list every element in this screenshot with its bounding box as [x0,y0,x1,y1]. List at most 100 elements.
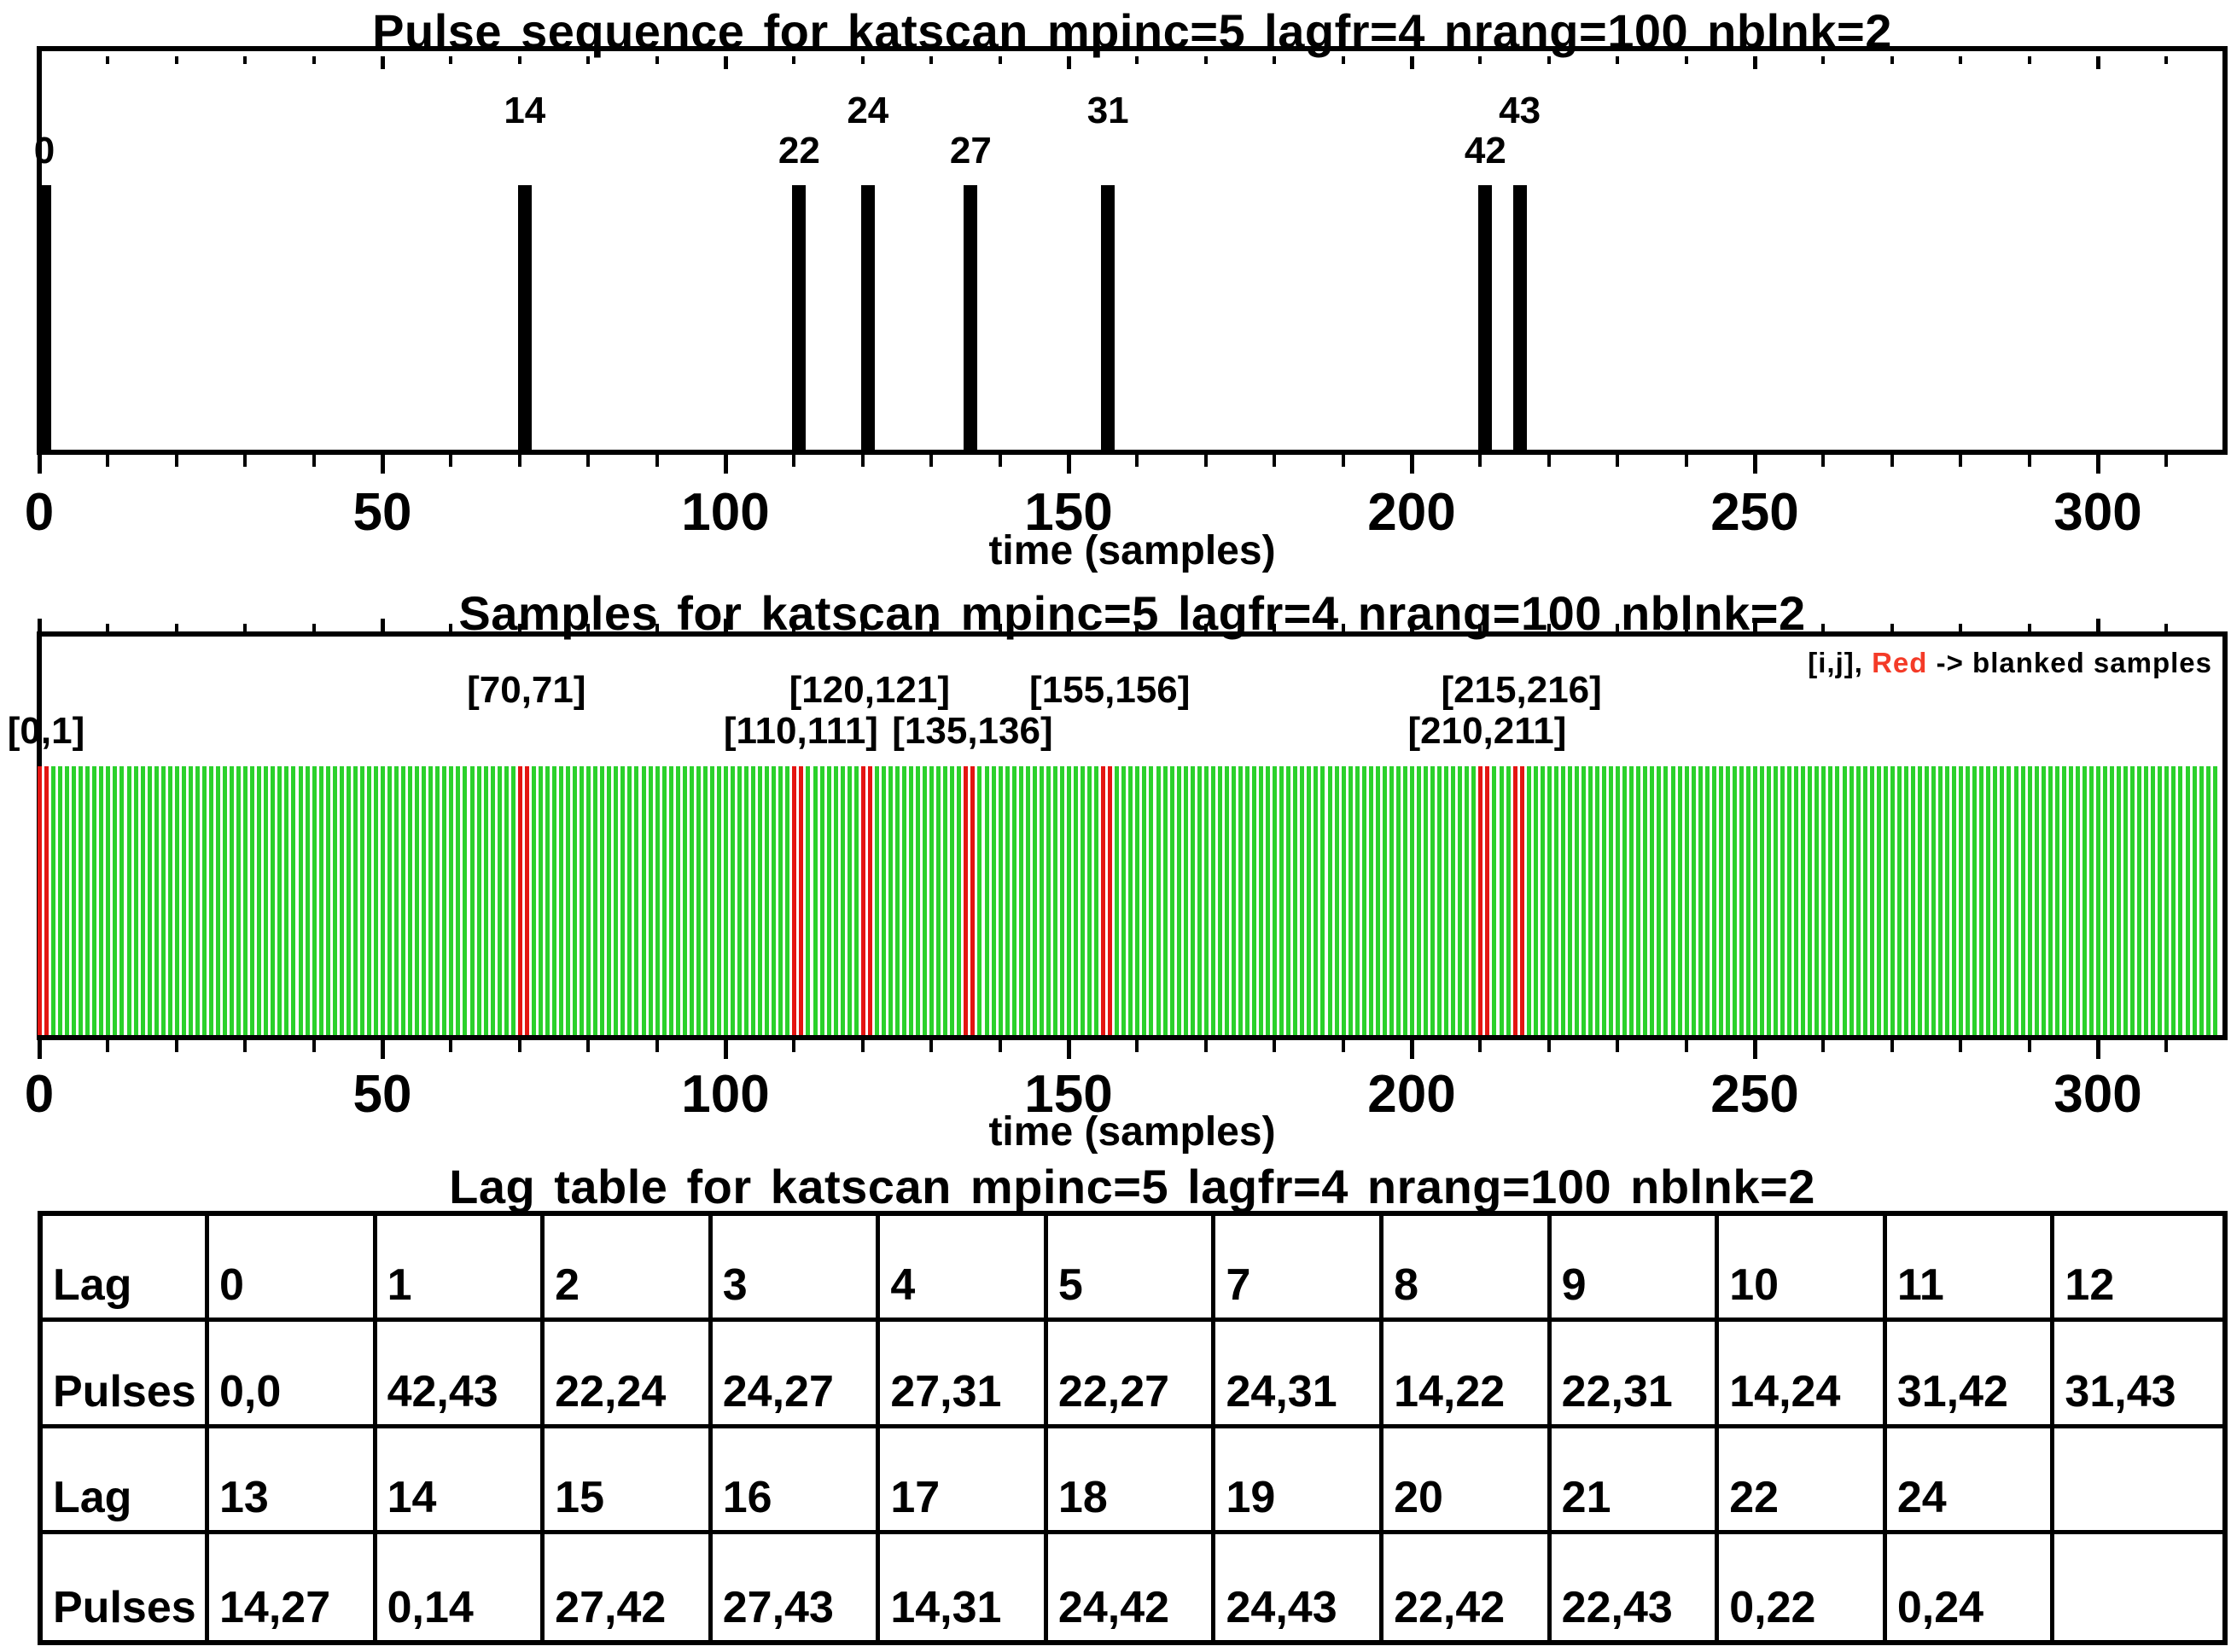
sample-stripe [1767,766,1772,1035]
sample-stripe [1142,766,1147,1035]
x-axis-tick [1478,56,1482,64]
sample-stripe [2088,766,2094,1035]
sample-stripe [785,766,790,1035]
sample-stripe [58,766,63,1035]
x-axis-tick [1341,56,1345,64]
sample-stripe [2164,766,2170,1035]
x-axis-tick [723,455,728,474]
sample-stripe [1149,766,1154,1035]
x-axis-tick [174,624,178,631]
sample-stripe [1334,766,1339,1035]
sample-stripe [1465,766,1470,1035]
lag-table-cell: 2 [545,1216,713,1323]
sample-stripe [1993,766,1998,1035]
x-axis-tick [1409,1040,1414,1059]
pulse-bar [1478,185,1493,450]
x-axis-tick [1616,56,1620,64]
sample-stripe [1602,766,1607,1035]
sample-stripe [1650,766,1655,1035]
sample-stripe [1307,766,1312,1035]
sample-stripe [586,766,591,1035]
blanked-sample-stripe [799,766,804,1035]
sample-stripe [724,766,728,1035]
sample-stripe [1259,766,1264,1035]
sample-stripe [566,766,571,1035]
x-axis-tick [2027,455,2031,467]
sample-stripe [1876,766,1881,1035]
x-axis-tick [1821,56,1826,64]
blanked-sample-stripe [1108,766,1113,1035]
sample-stripe [1190,766,1195,1035]
pulse-sequence-xlabel: time (samples) [988,528,1276,573]
sample-stripe [881,766,886,1035]
sample-stripe [2205,766,2211,1035]
lag-table-cell: 14,31 [880,1533,1048,1640]
x-axis-tick [312,624,316,631]
x-axis-tick [929,1040,934,1052]
x-axis-tick [174,1040,178,1052]
x-axis-tick-label: 0 [24,483,55,542]
sample-stripe [1011,766,1016,1035]
sample-stripe [1739,766,1744,1035]
sample-stripe [1252,766,1257,1035]
pulse-bar [964,185,978,450]
sample-stripe [1176,766,1181,1035]
sample-stripe [1444,766,1449,1035]
blanked-pair-label: [210,211] [1407,710,1567,752]
sample-stripe [106,766,111,1035]
sample-stripe [840,766,845,1035]
pulse-bar [860,185,875,450]
sample-stripe [833,766,838,1035]
blanked-pair-label: [155,156] [1029,669,1191,711]
sample-stripe [1300,766,1305,1035]
pulse-number-label: 24 [847,90,889,131]
lag-table-row-header: Pulses [43,1322,209,1428]
sample-stripe [325,766,330,1035]
blanked-sample-stripe [1485,766,1490,1035]
x-axis-tick [2095,1040,2100,1059]
lag-table-title: Lag table for katscan mpinc=5 lagfr=4 nr… [449,1160,1815,1213]
pulse-number-label: 43 [1499,90,1541,131]
sample-stripe [1663,766,1669,1035]
x-axis-tick [1273,1040,1277,1052]
sample-stripe [559,766,564,1035]
pulse-bar [1512,185,1527,450]
sample-stripe [545,766,550,1035]
lag-table-cell: 15 [545,1428,713,1534]
sample-stripe [2192,766,2197,1035]
blanked-sample-stripe [860,766,865,1035]
blanked-sample-stripe [524,766,529,1035]
x-axis-tick [723,1040,728,1059]
x-axis-tick [929,56,934,64]
lag-table-cell: 13 [209,1428,377,1534]
sample-stripe [2075,766,2080,1035]
sample-stripe [1410,766,1414,1035]
lag-table-cell: 16 [712,1428,881,1534]
x-axis-tick [380,1040,385,1059]
sample-stripe [346,766,351,1035]
sample-stripe [641,766,646,1035]
sample-stripe [1039,766,1044,1035]
sample-stripe [1917,766,1922,1035]
sample-stripe [510,766,516,1035]
sample-stripe [1691,766,1696,1035]
sample-stripe [1382,766,1387,1035]
sample-stripe [476,766,481,1035]
lag-table-cell: 31,43 [2054,1322,2222,1428]
sample-stripe [936,766,941,1035]
sample-stripe [1560,766,1565,1035]
sample-stripe [1354,766,1360,1035]
sample-stripe [65,766,70,1035]
sample-stripe [627,766,632,1035]
sample-stripe [497,766,502,1035]
x-axis-tick [1409,56,1414,69]
x-axis-tick [1684,1040,1688,1052]
sample-stripe [1760,766,1765,1035]
sample-stripe [902,766,907,1035]
sample-stripe [1018,766,1023,1035]
x-axis-tick [1616,1040,1620,1052]
blanked-pair-label: [70,71] [467,669,586,711]
sample-stripe [1032,766,1037,1035]
sample-stripe [428,766,434,1035]
sample-stripe [888,766,893,1035]
